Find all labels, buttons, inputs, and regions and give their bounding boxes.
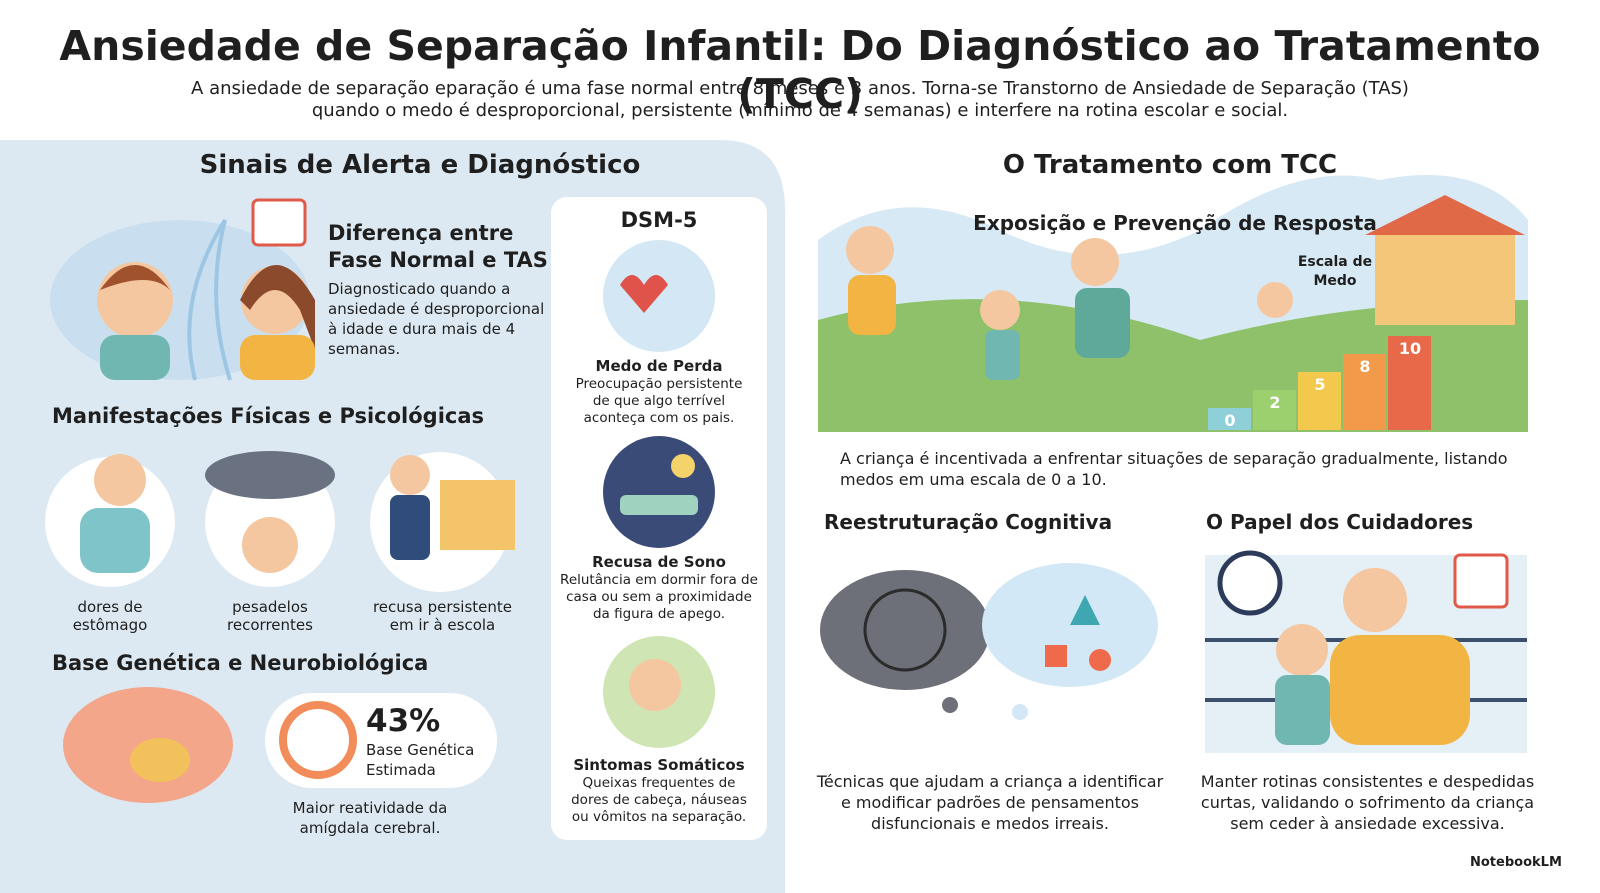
school <box>1375 230 1515 325</box>
scale-step <box>1298 372 1341 430</box>
subtitle: quando o medo é desproporcional, persist… <box>311 100 1289 121</box>
subtitle: A ansiedade de separação eparação é uma … <box>191 78 1409 99</box>
card-title: Exposição e Prevenção de Resposta <box>973 211 1377 235</box>
scale-label: 0 <box>1224 411 1235 430</box>
dsm-heading: DSM-5 <box>620 208 698 232</box>
child-body <box>100 335 170 380</box>
scale-label: 10 <box>1399 339 1421 358</box>
moon <box>671 454 695 478</box>
scale-step <box>1208 408 1251 430</box>
section-heading: O Tratamento com TCC <box>1002 150 1338 180</box>
stat-bubble <box>265 693 497 788</box>
dark-cloud <box>820 570 990 690</box>
loss-icon <box>603 240 715 352</box>
tangle <box>863 588 947 672</box>
card-title: Diferença entre Fase Normal e TAS <box>328 221 548 272</box>
therapist-body <box>1075 288 1130 358</box>
dsm-title: Sintomas Somáticos <box>573 756 745 774</box>
brand: NotebookLM <box>1470 855 1562 870</box>
school <box>440 480 515 550</box>
shape <box>1089 649 1111 671</box>
roof <box>1365 195 1525 235</box>
card-text: Técnicas que ajudam a criança a identifi… <box>816 772 1164 833</box>
sleep-icon <box>603 436 715 548</box>
calendar-icon <box>1453 553 1509 609</box>
sub-heading: Base Genética e Neurobiológica <box>52 651 429 675</box>
child-body <box>1275 675 1330 745</box>
card-text: Diagnosticado quando a ansiedade é despr… <box>328 280 545 358</box>
face <box>242 517 298 573</box>
bubble <box>942 697 958 713</box>
scale-label: 5 <box>1314 375 1325 394</box>
fear-scale: 0 2 5 8 10 <box>1208 336 1431 430</box>
divider <box>187 218 232 381</box>
mother <box>1343 568 1407 632</box>
face <box>629 659 681 711</box>
child-hair <box>100 265 170 290</box>
girl <box>390 455 430 495</box>
therapist <box>1071 238 1119 286</box>
dsm-text: Preocupação persistente de que algo terr… <box>575 376 743 426</box>
card-title: O Papel dos Cuidadores <box>1206 510 1474 534</box>
child-body <box>985 330 1020 380</box>
broken-heart <box>620 275 668 313</box>
stat-ring <box>279 701 357 779</box>
mother <box>846 226 894 274</box>
mother-body <box>1330 635 1470 745</box>
scale-label: 8 <box>1359 357 1370 376</box>
dsm-title: Recusa de Sono <box>592 553 726 571</box>
bed <box>620 495 698 515</box>
mother-hair <box>240 265 315 350</box>
dsm-title: Medo de Perda <box>595 357 723 375</box>
uniform <box>390 495 430 560</box>
scale-label: 2 <box>1269 393 1280 412</box>
mother-body <box>240 335 315 380</box>
title: Ansiedade de Separação Infantil: Do Diag… <box>59 22 1541 118</box>
sub-heading: Manifestações Físicas e Psicológicas <box>52 404 485 428</box>
scale-step <box>1253 390 1296 430</box>
item-label: dores de estômago <box>72 598 148 634</box>
child <box>1257 282 1293 318</box>
face <box>94 454 146 506</box>
card-text: Manter rotinas consistentes e despedidas… <box>1200 772 1535 833</box>
scale-step <box>1388 336 1431 430</box>
note: Maior reatividade da amígdala cerebral. <box>292 799 448 837</box>
mother-body <box>848 275 896 335</box>
section-heading: Sinais de Alerta e Diagnóstico <box>199 150 641 180</box>
cloud <box>205 451 335 499</box>
card-text: A criança é incentivada a enfrentar situ… <box>840 449 1508 489</box>
dsm-text: Relutância em dormir fora de casa ou sem… <box>560 572 758 622</box>
dsm-text: Queixas frequentes de dores de cabeça, n… <box>571 775 747 825</box>
card-title: Reestruturação Cognitiva <box>824 510 1113 534</box>
clock <box>1217 550 1283 616</box>
item-label: recusa persistente em ir à escola <box>372 598 513 634</box>
child <box>1276 624 1328 676</box>
calendar-icon <box>251 198 307 247</box>
bubble <box>1012 704 1028 720</box>
stat-label: Base Genética Estimada <box>366 741 475 779</box>
shape <box>1045 645 1067 667</box>
item-label: pesadelos recorrentes <box>227 598 313 634</box>
scale-step <box>1343 354 1386 430</box>
stat-value: 43% <box>366 703 441 739</box>
scale-label: Escala de Medo <box>1297 254 1373 289</box>
body <box>80 508 150 573</box>
child <box>980 290 1020 330</box>
amygdala <box>130 738 190 782</box>
shape <box>1070 595 1100 625</box>
